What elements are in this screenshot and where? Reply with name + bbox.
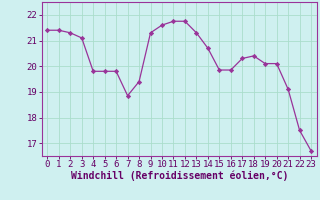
X-axis label: Windchill (Refroidissement éolien,°C): Windchill (Refroidissement éolien,°C) — [70, 171, 288, 181]
